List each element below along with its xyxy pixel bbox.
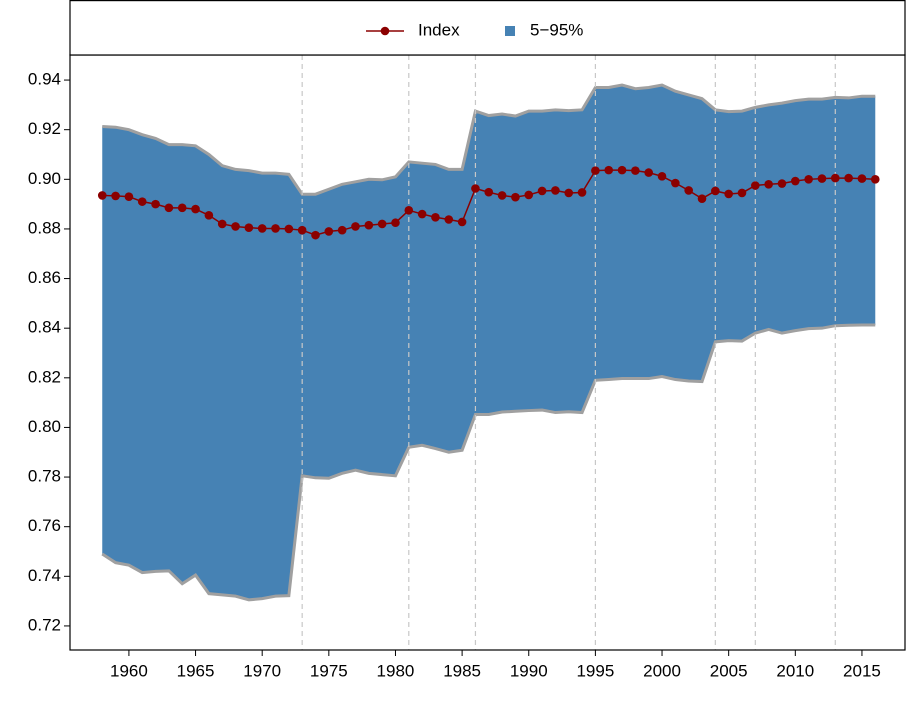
index-point: [684, 186, 693, 195]
index-point: [164, 203, 174, 213]
index-point: [324, 227, 334, 236]
index-point: [591, 166, 600, 175]
y-tick-label: 0.86: [28, 268, 61, 287]
x-tick-label: 1970: [243, 661, 281, 680]
band-edge: [102, 83, 876, 196]
legend-label: 5−95%: [530, 20, 583, 39]
index-point: [217, 219, 227, 229]
legend-box: [69, 0, 906, 56]
index-point: [817, 174, 827, 183]
y-tick-label: 0.88: [28, 218, 61, 237]
index-point: [631, 166, 640, 175]
index-point: [404, 206, 414, 215]
index-point: [857, 174, 867, 183]
index-point: [604, 165, 614, 175]
index-point: [484, 187, 494, 197]
index-point: [844, 173, 853, 183]
index-point: [97, 191, 107, 200]
index-point: [751, 181, 760, 190]
index-point: [231, 222, 240, 231]
index-point: [724, 189, 733, 199]
index-point: [377, 219, 387, 229]
y-tick-label: 0.92: [28, 119, 61, 138]
y-tick-label: 0.76: [28, 516, 61, 535]
x-tick-label: 1995: [576, 661, 614, 680]
x-tick-label: 2015: [843, 661, 881, 680]
index-point: [671, 178, 680, 188]
index-point: [564, 188, 574, 198]
legend-point: [380, 26, 390, 36]
index-point: [524, 190, 534, 200]
index-point: [830, 173, 840, 183]
x-tick-label: 1960: [110, 661, 148, 680]
index-point: [537, 186, 547, 196]
x-tick-label: 1990: [510, 661, 548, 680]
x-tick-label: 1965: [177, 661, 215, 680]
index-point: [777, 179, 787, 188]
index-point: [444, 215, 454, 224]
index-point: [457, 217, 467, 227]
index-point: [617, 165, 627, 175]
index-point: [271, 224, 280, 233]
y-tick-label: 0.80: [28, 417, 61, 436]
index-point: [697, 194, 707, 203]
band-edge: [101, 323, 876, 602]
index-point: [364, 220, 374, 230]
index-point: [137, 197, 147, 206]
index-point: [124, 192, 134, 201]
index-point: [644, 168, 654, 177]
index-point: [497, 191, 507, 200]
legend-label: Index: [418, 20, 460, 39]
x-tick-label: 1985: [443, 661, 481, 680]
index-point: [191, 204, 200, 214]
y-tick-label: 0.78: [28, 467, 61, 486]
y-tick-label: 0.84: [28, 318, 61, 337]
y-tick-label: 0.72: [28, 615, 61, 634]
index-point: [551, 186, 560, 195]
index-point: [417, 209, 427, 219]
index-point: [471, 184, 480, 193]
band-area: [102, 85, 876, 600]
y-tick-label: 0.90: [28, 169, 61, 188]
index-point: [244, 223, 254, 232]
index-point: [764, 179, 773, 189]
index-point: [391, 218, 400, 228]
x-tick-label: 2010: [776, 661, 814, 680]
x-tick-label: 2000: [643, 661, 681, 680]
index-point: [657, 172, 667, 181]
index-point: [177, 203, 187, 213]
index-point: [311, 230, 320, 240]
index-point: [257, 224, 267, 233]
y-tick-label: 0.82: [28, 367, 61, 386]
index-point: [711, 186, 720, 196]
index-point: [204, 210, 214, 220]
index-point: [284, 224, 294, 234]
index-point: [804, 175, 813, 184]
x-tick-label: 2005: [710, 661, 748, 680]
index-point: [791, 176, 800, 186]
index-point: [737, 188, 747, 198]
legend-swatch: [505, 26, 515, 36]
x-tick-label: 1980: [377, 661, 415, 680]
index-point: [297, 225, 307, 235]
index-point: [351, 222, 360, 231]
index-point: [337, 225, 347, 235]
index-point: [511, 192, 520, 202]
index-point: [431, 212, 440, 222]
x-tick-label: 1975: [310, 661, 348, 680]
index-point: [111, 191, 120, 201]
index-point: [151, 199, 160, 209]
index-point: [577, 188, 587, 197]
y-tick-label: 0.74: [28, 566, 61, 585]
y-tick-label: 0.94: [28, 70, 61, 89]
index-point: [870, 175, 880, 184]
